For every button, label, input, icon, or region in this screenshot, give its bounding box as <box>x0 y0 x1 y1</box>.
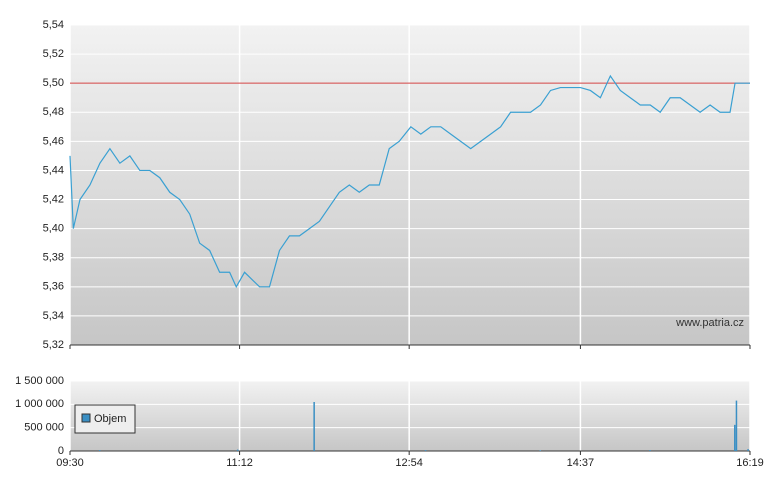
plot-area <box>70 381 750 451</box>
x-tick-label: 14:37 <box>567 457 595 469</box>
y-tick-label: 5,32 <box>43 339 64 351</box>
volume-bar <box>539 450 542 451</box>
y-tick-label: 5,42 <box>43 193 64 205</box>
y-tick-label: 5,48 <box>43 106 64 118</box>
y-tick-label: 5,38 <box>43 252 64 264</box>
volume-bar <box>747 449 749 451</box>
y-tick-label: 5,50 <box>43 77 64 89</box>
volume-bar <box>734 424 736 451</box>
y-tick-label: 5,52 <box>43 48 64 60</box>
y-tick-label: 5,40 <box>43 223 64 235</box>
y-tick-label: 1 500 000 <box>15 375 64 387</box>
x-tick-label: 16:19 <box>736 457 764 469</box>
y-tick-label: 5,36 <box>43 281 64 293</box>
y-tick-label: 500 000 <box>24 422 64 434</box>
volume-bar <box>424 450 427 451</box>
volume-bar <box>649 450 651 451</box>
plot-area <box>70 25 750 345</box>
y-tick-label: 0 <box>58 445 64 457</box>
volume-bar <box>313 402 315 451</box>
y-tick-label: 5,44 <box>43 164 64 176</box>
y-tick-label: 5,54 <box>43 19 64 31</box>
x-tick-label: 09:30 <box>56 457 84 469</box>
x-tick-label: 11:12 <box>226 457 253 469</box>
y-tick-label: 1 000 000 <box>15 398 64 410</box>
volume-bar <box>735 400 738 451</box>
y-tick-label: 5,34 <box>43 310 64 322</box>
legend-label: Objem <box>94 413 126 425</box>
price-line <box>69 74 750 289</box>
legend-swatch <box>81 413 91 423</box>
watermark: www.patria.cz <box>675 317 744 329</box>
volume-bar <box>236 449 239 451</box>
y-tick-label: 5,46 <box>43 135 64 147</box>
x-tick-label: 12:54 <box>395 457 423 469</box>
volume-bar <box>98 450 101 451</box>
